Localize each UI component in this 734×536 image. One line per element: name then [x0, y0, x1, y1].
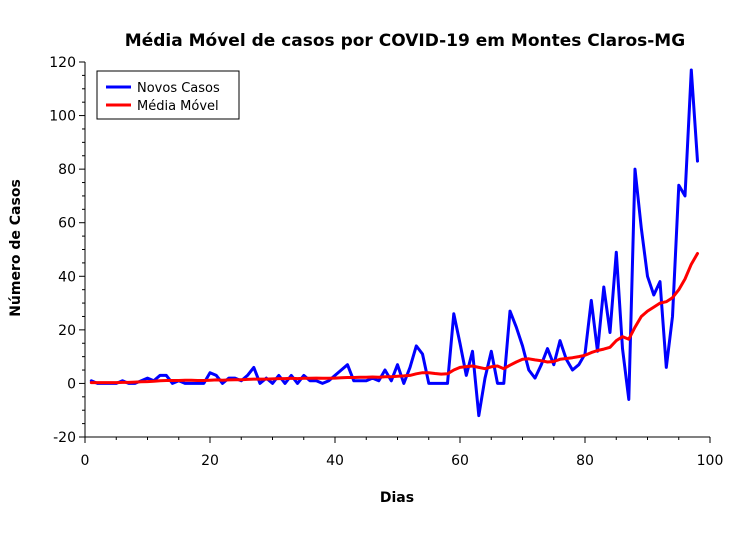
y-tick-label: 0 [67, 376, 76, 392]
y-tick-label: 80 [58, 162, 76, 178]
legend-entry-label: Média Móvel [137, 99, 219, 114]
legend: Novos Casos Média Móvel [96, 70, 240, 120]
y-tick-label: 20 [58, 323, 76, 339]
x-axis: 0 20 40 60 80 100 [81, 437, 724, 469]
chart-title: Média Móvel de casos por COVID-19 em Mon… [125, 31, 685, 51]
series-line-media-movel [89, 252, 699, 385]
y-axis: -20 0 20 40 60 80 100 120 [49, 55, 85, 446]
x-tick-label: 0 [81, 453, 90, 469]
y-tick-label: 60 [58, 216, 76, 232]
x-tick-label: 80 [576, 453, 594, 469]
legend-entry-label: Novos Casos [137, 81, 220, 96]
x-tick-label: 100 [697, 453, 724, 469]
y-axis-label: Número de Casos [8, 179, 24, 317]
y-tick-label: -20 [53, 430, 76, 446]
x-tick-label: 60 [451, 453, 469, 469]
series-layer [89, 68, 699, 418]
y-tick-label: 100 [49, 109, 76, 125]
y-tick-label: 120 [49, 55, 76, 71]
x-axis-label: Dias [380, 490, 414, 506]
series-line-novos-casos [89, 68, 699, 418]
x-tick-label: 40 [326, 453, 344, 469]
y-tick-label: 40 [58, 269, 76, 285]
x-tick-label: 20 [201, 453, 219, 469]
legend-box [96, 70, 240, 120]
